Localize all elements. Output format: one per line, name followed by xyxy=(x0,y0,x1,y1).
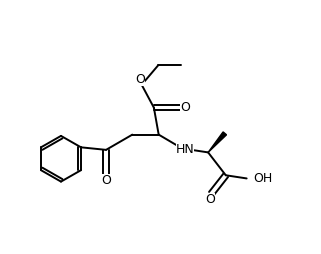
Text: O: O xyxy=(101,174,111,187)
Text: HN: HN xyxy=(176,143,195,156)
Text: O: O xyxy=(135,73,145,86)
Text: O: O xyxy=(205,193,215,206)
Text: O: O xyxy=(180,101,190,114)
Polygon shape xyxy=(208,132,227,152)
Text: OH: OH xyxy=(254,172,273,185)
